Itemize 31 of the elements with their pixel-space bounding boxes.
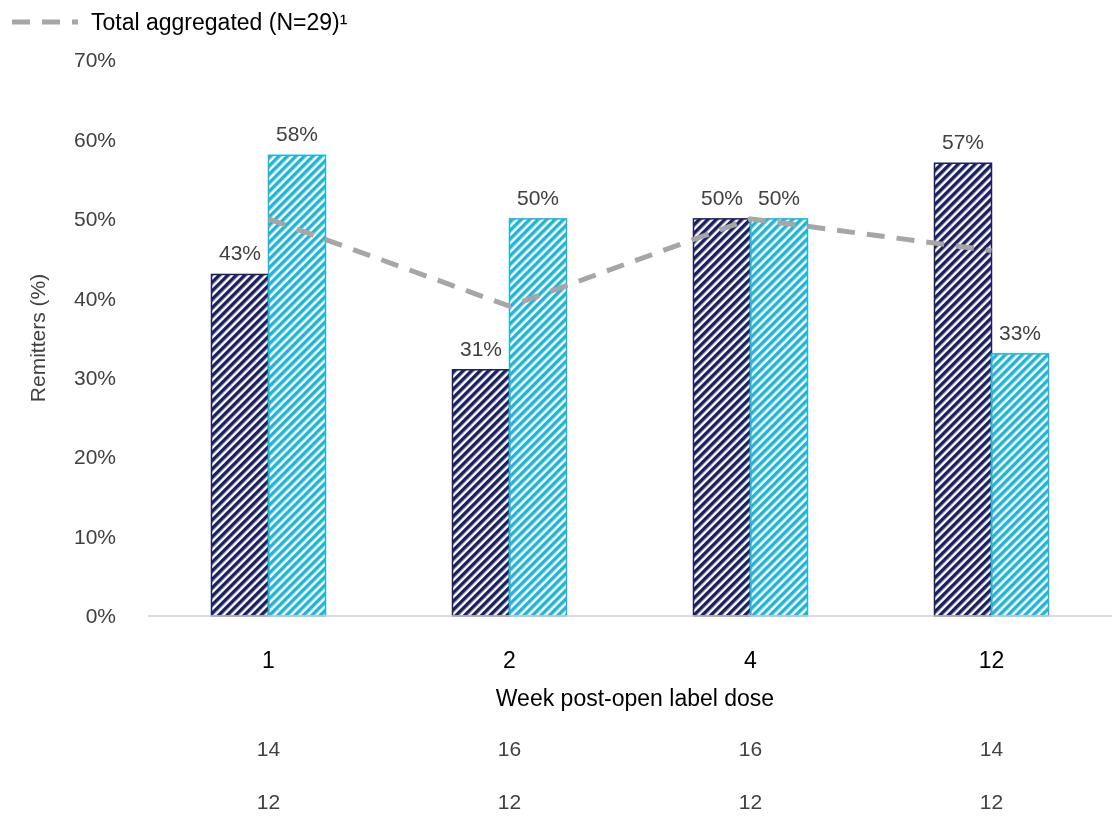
text: 16 <box>497 737 522 760</box>
y-tick-label: 50% <box>73 207 116 231</box>
data-label: 58% <box>275 122 319 146</box>
text: 12 <box>738 790 763 813</box>
data-label: 57% <box>941 130 985 154</box>
x-tick-label: 2 <box>503 647 516 673</box>
text: 14 <box>979 737 1004 760</box>
y-tick-label: 10% <box>73 524 116 548</box>
text: 12 <box>497 790 522 813</box>
data-label: 50% <box>700 185 744 209</box>
y-tick-label: 30% <box>73 366 116 390</box>
data-label: 50% <box>757 185 801 209</box>
x-tick-label: 1 <box>262 647 275 673</box>
data-label: 43% <box>218 241 262 265</box>
y-tick-label: 70% <box>73 48 116 72</box>
y-axis-title: Remitters (%) <box>26 273 49 403</box>
text: 12 <box>979 790 1004 813</box>
data-label: 33% <box>998 320 1042 344</box>
data-label: 31% <box>459 336 503 360</box>
text: 14 <box>256 737 281 760</box>
data-label: 50% <box>516 185 560 209</box>
y-tick-label: 40% <box>73 286 116 310</box>
text: 12 <box>256 790 281 813</box>
y-tick-label: 20% <box>73 445 116 469</box>
y-tick-label: 60% <box>73 127 116 151</box>
y-tick-label: 0% <box>85 604 116 628</box>
x-axis-title: Week post-open label dose <box>495 685 775 711</box>
text: 16 <box>738 737 763 760</box>
x-tick-label: 12 <box>978 647 1005 673</box>
legend-label: Total aggregated (N=29)¹ <box>91 9 348 36</box>
x-tick-label: 4 <box>744 647 758 673</box>
